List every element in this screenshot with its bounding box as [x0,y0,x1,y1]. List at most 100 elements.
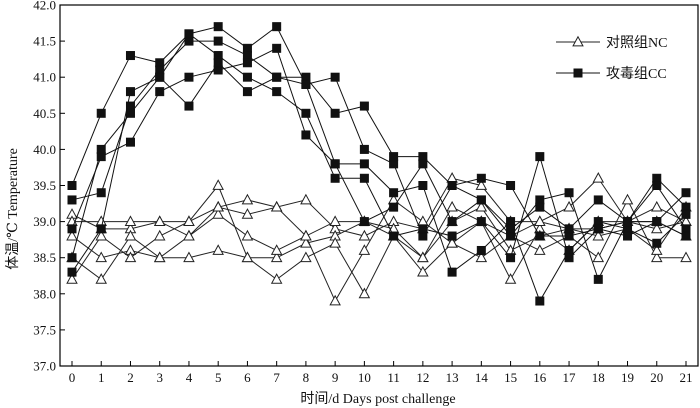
triangle-point [621,193,634,205]
x-tick-label: 5 [215,370,222,385]
triangle-point [212,208,224,219]
triangle-point [592,251,605,263]
y-tick-label: 39.5 [33,178,56,193]
triangle-point [446,237,458,248]
x-tick-label: 2 [127,370,134,385]
square-point [389,202,399,212]
square-point [652,238,662,248]
challenge-group-cc [67,22,691,306]
square-point [447,231,457,241]
square-point [301,130,311,140]
square-point [67,224,77,234]
square-point [652,181,662,191]
triangle-point [592,172,605,183]
triangle-point [66,229,78,241]
square-point [418,159,428,169]
square-point [330,108,340,118]
y-tick-label: 37.0 [33,359,56,374]
square-point [96,224,106,234]
square-point [213,58,223,68]
triangle-point [534,244,546,255]
x-tick-label: 7 [273,370,280,385]
square-point [96,188,106,198]
y-tick-label: 42.0 [33,0,56,13]
triangle-point [66,273,78,284]
square-point [67,253,77,263]
square-point [389,231,399,241]
square-point [272,43,282,53]
y-axis-title: 体温/℃ Temperature [5,148,21,270]
legend-label: 攻毒组CC [606,66,667,82]
square-point [476,195,486,205]
triangle-point [446,172,458,183]
x-tick-label: 11 [387,370,400,385]
x-tick-label: 6 [244,370,251,385]
triangle-point [592,229,605,241]
square-point [272,22,282,32]
square-point [125,87,135,97]
x-axis-title: 时间/d Days post challenge [300,391,455,407]
x-axis: 0 1 2 3 4 5 6 7 8 9 10 11 12 13 14 15 16 17 18 19 20 21 [69,361,693,385]
square-point [301,108,311,118]
square-point [242,72,252,82]
triangle-point [680,251,692,263]
x-tick-label: 13 [446,370,459,385]
x-tick-label: 9 [332,370,339,385]
triangle-point [563,200,575,212]
triangle-point [153,215,166,226]
triangle-point [358,244,371,255]
square-point [359,159,369,169]
square-point [681,231,691,241]
y-tick-label: 40.5 [33,106,56,121]
x-tick-label: 21 [680,370,693,385]
square-point [330,173,340,183]
triangle-point [417,215,429,226]
triangle-point [358,287,371,299]
square-point [359,144,369,154]
square-point [96,144,106,154]
x-tick-label: 0 [69,370,76,385]
square-point [359,173,369,183]
triangle-point [300,251,312,263]
triangle-point [270,200,283,212]
triangle-point [504,273,517,284]
y-tick-label: 41.0 [33,70,56,85]
square-point [125,108,135,118]
square-point [272,87,282,97]
triangle-point [475,179,488,190]
triangle-point [241,251,254,263]
square-point [476,245,486,255]
triangle-point [329,237,341,248]
square-point [125,137,135,147]
square-point [681,209,691,219]
triangle-point [212,179,224,190]
triangle-point [95,251,108,263]
triangle-point [124,251,137,263]
x-tick-label: 8 [303,370,310,385]
triangle-point [650,200,663,212]
x-tick-label: 19 [621,370,634,385]
x-tick-label: 4 [186,370,193,385]
triangle-point [241,193,254,205]
legend-marker [572,35,584,47]
legend-label: 对照组NC [606,35,667,51]
square-point [242,58,252,68]
legend-marker [573,68,583,78]
square-point [67,267,77,277]
square-point [213,22,223,32]
square-point [359,217,369,227]
triangle-point [329,294,341,306]
triangle-point [95,273,108,284]
series-line [71,198,686,273]
triangle-point [241,229,254,241]
square-point [125,51,135,61]
x-tick-label: 10 [358,370,371,385]
square-point [564,253,574,263]
control-group-nc [66,172,692,306]
square-point [418,224,428,234]
triangle-point [95,229,108,241]
legend: 对照组NC 攻毒组CC [556,35,667,82]
square-point [506,224,516,234]
